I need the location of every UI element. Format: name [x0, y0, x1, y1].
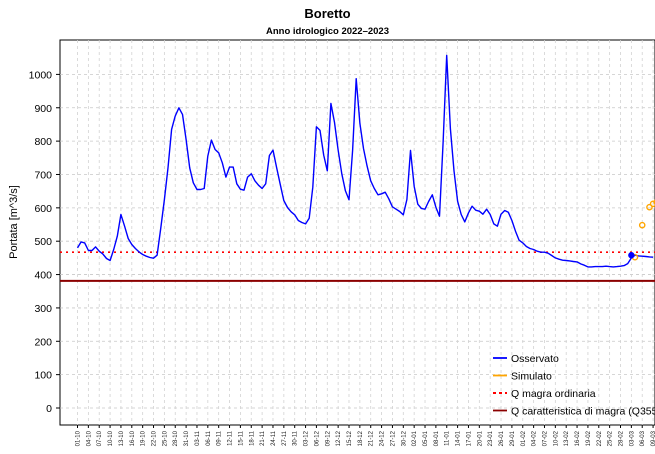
x-tick-label: 27-11: [282, 430, 288, 446]
y-tick-label: 400: [34, 270, 52, 282]
y-axis: 0 100 200 300 400 500 600 700 800 900 1000: [29, 69, 60, 415]
series-layer: [76, 54, 655, 268]
y-tick-label: 300: [34, 303, 52, 315]
x-tick-label: 19-02: [586, 430, 592, 446]
x-tick-label: 06-11: [206, 430, 212, 446]
x-tick-label: 06-12: [314, 430, 320, 446]
legend-q-magra-ordinaria-label: Q magra ordinaria: [511, 388, 596, 400]
x-tick-label: 12-11: [228, 430, 234, 446]
x-tick-label: 14-01: [456, 430, 462, 446]
x-tick-label: 15-12: [347, 430, 353, 446]
y-tick-label: 600: [34, 203, 52, 215]
y-tick-label: 1000: [29, 69, 53, 81]
simulated-point: [646, 203, 653, 211]
x-tick-label: 25-02: [608, 430, 614, 446]
current-observed-point: [628, 252, 635, 259]
grid-layer: [60, 40, 655, 425]
x-tick-label: 03-03: [629, 430, 635, 446]
y-tick-label: 700: [34, 169, 52, 181]
simulated-point: [638, 221, 646, 229]
x-tick-label: 17-01: [466, 430, 472, 446]
observed-series-line: [76, 54, 654, 268]
reference-lines: [60, 251, 655, 282]
x-tick-label: 06-03: [640, 430, 646, 446]
x-tick-label: 28-10: [173, 430, 179, 446]
x-tick-label: 16-02: [575, 430, 581, 446]
x-tick-label: 10-02: [553, 430, 559, 446]
x-tick-label: 31-10: [184, 430, 190, 446]
x-tick-label: 26-01: [499, 430, 505, 446]
x-tick-label: 22-02: [597, 430, 603, 446]
x-tick-label: 28-02: [619, 430, 625, 446]
x-tick-label: 18-12: [358, 430, 364, 446]
x-tick-label: 01-02: [521, 430, 527, 446]
x-tick-label: 24-11: [271, 430, 277, 446]
x-tick-label: 29-01: [510, 430, 516, 446]
x-tick-label: 25-10: [162, 430, 168, 446]
x-tick-label: 07-02: [542, 430, 548, 446]
x-tick-label: 24-12: [380, 430, 386, 446]
x-tick-label: 30-11: [293, 430, 299, 446]
x-tick-label: 05-01: [423, 430, 429, 446]
x-tick-label: 12-12: [336, 430, 342, 446]
x-tick-label: 09-03: [651, 430, 655, 446]
legend-simulato-label: Simulato: [511, 371, 552, 383]
x-tick-label: 23-01: [488, 430, 494, 446]
y-tick-label: 0: [46, 403, 52, 415]
x-tick-label: 21-12: [369, 430, 375, 446]
x-tick-label: 08-01: [434, 430, 440, 446]
x-tick-label: 07-10: [97, 430, 103, 446]
x-tick-label: 15-11: [238, 430, 244, 446]
x-tick-label: 01-10: [76, 430, 82, 446]
x-tick-label: 03-11: [195, 430, 201, 446]
x-tick-label: 09-11: [217, 430, 223, 446]
x-tick-label: 16-10: [130, 430, 136, 446]
x-tick-label: 30-12: [401, 430, 407, 446]
x-tick-label: 09-12: [325, 430, 331, 446]
y-tick-label: 200: [34, 336, 52, 348]
x-tick-label: 18-11: [249, 430, 255, 446]
legend: Osservato Simulato Q magra ordinaria Q cara…: [493, 353, 655, 418]
plot-frame: [59, 39, 655, 426]
x-tick-label: 02-01: [412, 430, 418, 446]
x-tick-label: 19-10: [141, 430, 147, 446]
y-tick-label: 100: [34, 370, 52, 382]
x-tick-label: 21-11: [260, 430, 266, 446]
chart-subtitle: Anno idrologico 2022–2023: [265, 26, 389, 37]
y-tick-label: 500: [34, 236, 52, 248]
x-axis: 01-10 04-10 07-10 10-10 13-10 16-10 19-10 22-10…: [76, 425, 655, 446]
simulated-point: [653, 199, 655, 205]
y-axis-label: Portata [m^3/s]: [8, 185, 20, 259]
legend-osservato-label: Osservato: [511, 353, 559, 365]
y-tick-label: 900: [34, 103, 52, 115]
x-tick-label: 22-10: [152, 430, 158, 446]
x-tick-label: 04-10: [86, 430, 92, 446]
x-tick-label: 03-12: [304, 430, 310, 446]
x-tick-label: 20-01: [477, 430, 483, 446]
x-tick-label: 27-12: [390, 430, 396, 446]
x-tick-label: 13-02: [564, 430, 570, 446]
x-tick-label: 10-10: [108, 430, 114, 446]
x-tick-label: 04-02: [532, 430, 538, 446]
x-tick-label: 13-10: [119, 430, 125, 446]
x-tick-label: 11-01: [445, 430, 451, 446]
chart-title: Boretto: [304, 6, 351, 21]
simulated-point: [649, 200, 655, 208]
y-tick-label: 800: [34, 136, 52, 148]
legend-q355-label: Q caratteristica di magra (Q355): [511, 406, 655, 418]
